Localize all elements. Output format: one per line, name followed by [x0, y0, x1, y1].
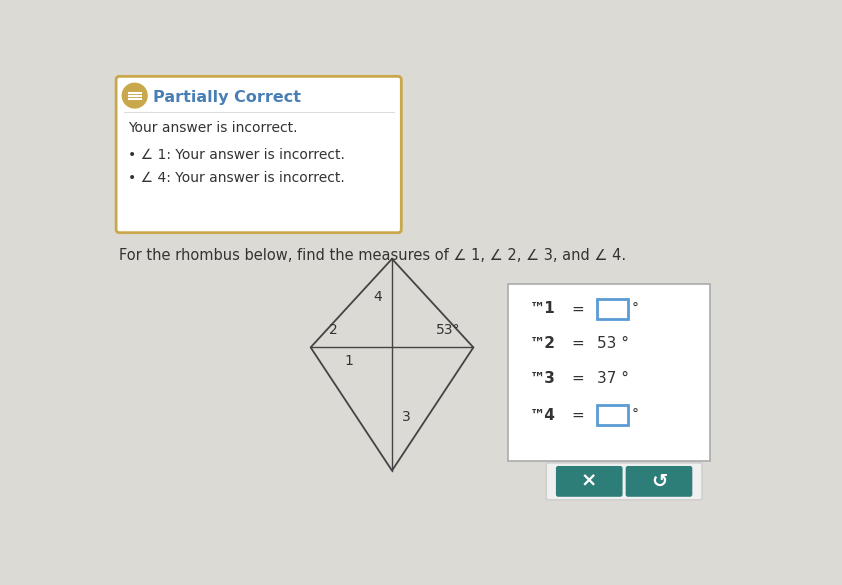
Text: 3: 3 — [402, 410, 410, 424]
Text: =: = — [572, 336, 584, 351]
Text: =: = — [572, 408, 584, 422]
Text: Your answer is incorrect.: Your answer is incorrect. — [129, 121, 298, 135]
Circle shape — [122, 83, 147, 108]
Text: 4: 4 — [374, 290, 382, 304]
Text: 1: 1 — [345, 355, 354, 369]
FancyBboxPatch shape — [626, 466, 692, 497]
FancyBboxPatch shape — [597, 299, 628, 319]
Text: ×: × — [581, 472, 598, 491]
Text: ™3: ™3 — [530, 371, 556, 386]
Text: For the rhombus below, find the measures of ∠ 1, ∠ 2, ∠ 3, and ∠ 4.: For the rhombus below, find the measures… — [120, 247, 626, 263]
Text: Partially Correct: Partially Correct — [153, 90, 301, 105]
Text: °: ° — [632, 408, 638, 422]
Text: =: = — [572, 301, 584, 316]
Text: =: = — [572, 371, 584, 386]
Text: 37 °: 37 ° — [597, 371, 629, 386]
FancyBboxPatch shape — [546, 463, 702, 500]
FancyBboxPatch shape — [556, 466, 622, 497]
Text: ↺: ↺ — [651, 472, 667, 491]
Text: 53°: 53° — [435, 324, 460, 338]
Text: • ∠ 1: Your answer is incorrect.: • ∠ 1: Your answer is incorrect. — [129, 148, 345, 162]
Text: °: ° — [632, 302, 638, 316]
FancyBboxPatch shape — [116, 77, 402, 233]
FancyBboxPatch shape — [509, 284, 710, 462]
Text: ™4: ™4 — [530, 408, 556, 422]
Text: ™2: ™2 — [530, 336, 556, 351]
Text: 53 °: 53 ° — [597, 336, 629, 351]
Text: • ∠ 4: Your answer is incorrect.: • ∠ 4: Your answer is incorrect. — [129, 171, 345, 185]
Text: ™1: ™1 — [530, 301, 556, 316]
FancyBboxPatch shape — [597, 405, 628, 425]
Text: 2: 2 — [329, 324, 338, 338]
